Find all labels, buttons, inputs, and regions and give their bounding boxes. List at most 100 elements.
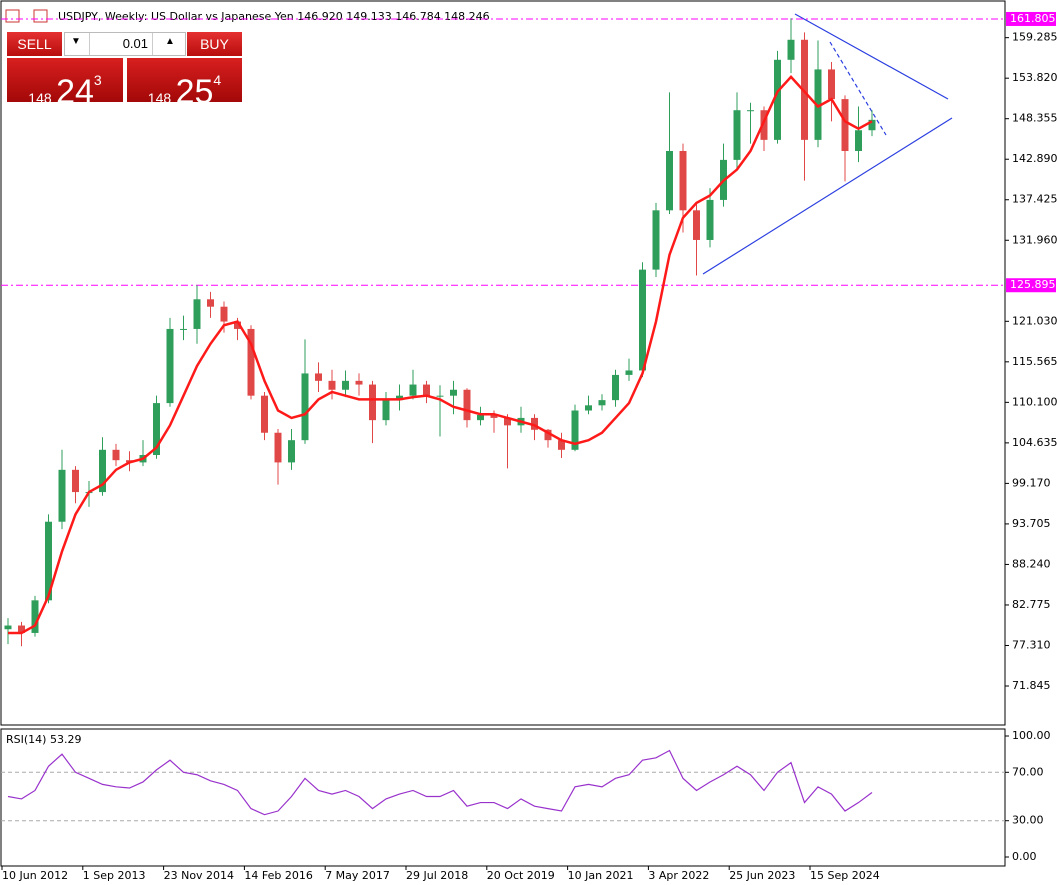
y-tick-label: 159.285	[1012, 31, 1057, 44]
candle-body	[868, 119, 876, 131]
candle-body	[4, 625, 12, 630]
level-label: 161.805	[1010, 12, 1056, 25]
rsi-title: RSI(14) 53.29	[6, 733, 81, 746]
x-tick-label: 1 Sep 2013	[83, 869, 146, 882]
buy-button[interactable]: BUY	[187, 32, 242, 56]
x-tick-label: 15 Sep 2024	[810, 869, 880, 882]
level-label: 125.895	[1010, 278, 1056, 291]
y-tick-label: 88.240	[1012, 557, 1051, 570]
candle-body	[193, 299, 201, 329]
y-tick-label: 71.845	[1012, 679, 1051, 692]
y-tick-label: 93.705	[1012, 517, 1051, 530]
candle-body	[301, 373, 309, 441]
x-tick-label: 25 Jun 2023	[729, 869, 795, 882]
candle-body	[288, 440, 295, 463]
bid-price[interactable]: 148 243	[7, 58, 123, 111]
candle-body	[207, 299, 214, 307]
candle-body	[693, 210, 700, 240]
level-label-bg	[1006, 11, 1056, 26]
candle-body	[72, 469, 79, 493]
chart-title: USDJPY, Weekly: US Dollar vs Japanese Ye…	[58, 10, 490, 23]
y-tick-label: 104.635	[1012, 436, 1057, 449]
lot-up[interactable]: ▲	[165, 36, 175, 47]
y-tick-label: 0.00	[1012, 850, 1037, 863]
candle-body	[652, 210, 660, 270]
header-icons	[5, 9, 48, 23]
candle-body	[544, 429, 552, 441]
candle-body	[342, 380, 349, 390]
candle-body	[841, 99, 849, 151]
y-tick-label: 30.00	[1012, 814, 1044, 827]
icon	[5, 9, 20, 23]
candle-body	[355, 380, 363, 385]
bid-big: 148	[28, 90, 52, 106]
candle-body	[706, 199, 714, 240]
candle-body	[274, 432, 282, 463]
candle-body	[166, 328, 174, 404]
candle-body	[31, 600, 39, 633]
bid-small: 3	[93, 72, 102, 88]
rsi-line	[7, 749, 873, 816]
lot-down[interactable]: ▼	[71, 36, 81, 47]
candle-body	[180, 328, 187, 330]
candle-body	[45, 521, 52, 601]
sell-button[interactable]: SELL	[7, 32, 62, 56]
main-panel-frame	[0, 0, 1006, 726]
candle-body	[828, 69, 835, 100]
candle-body	[612, 374, 619, 401]
candle-body	[477, 414, 484, 421]
lot-value[interactable]: 0.01	[89, 33, 153, 55]
candle-body	[112, 449, 120, 461]
candle-body	[787, 39, 795, 60]
candle-body	[369, 384, 376, 421]
candle-body	[234, 321, 241, 329]
y-tick-label: 137.425	[1012, 193, 1057, 206]
y-tick-label: 121.030	[1012, 314, 1057, 327]
bid-main: 24	[56, 73, 94, 111]
moving-average	[8, 74, 873, 635]
y-tick-label: 70.00	[1012, 765, 1044, 778]
ask-main: 25	[175, 73, 214, 111]
candle-body	[450, 389, 457, 396]
candle-body	[99, 449, 106, 493]
x-tick-label: 20 Oct 2019	[487, 869, 555, 882]
trendlines	[702, 13, 953, 275]
candle-body	[558, 440, 565, 450]
candle-body	[315, 373, 322, 381]
x-tick-label: 29 Jul 2018	[406, 869, 468, 882]
trendline	[702, 117, 953, 275]
candle-body	[423, 384, 430, 396]
lot-box[interactable]: ▼ 0.01 ▲	[64, 32, 186, 56]
x-tick-label: 3 Apr 2022	[648, 869, 709, 882]
candle-body	[774, 59, 781, 140]
candle-body	[531, 417, 538, 430]
candle-body	[436, 395, 444, 397]
x-tick-label: 10 Jan 2021	[568, 869, 634, 882]
candle-body	[585, 405, 592, 411]
y-tick-label: 77.310	[1012, 638, 1051, 651]
x-tick-label: 23 Nov 2014	[164, 869, 234, 882]
y-tick-label: 142.890	[1012, 152, 1057, 165]
candle-body	[396, 395, 403, 401]
candle-body	[18, 625, 25, 633]
ask-big: 148	[147, 90, 172, 106]
ask-price[interactable]: 148 254	[127, 58, 242, 111]
candle-body	[598, 400, 606, 406]
candle-body	[490, 414, 498, 418]
candle-body	[855, 130, 862, 151]
trendline	[794, 13, 949, 100]
candle-body	[733, 110, 741, 160]
candle-body	[666, 150, 673, 211]
candle-body	[463, 389, 471, 421]
icon	[33, 9, 48, 23]
candle-body	[760, 110, 768, 140]
candle-body	[747, 110, 754, 112]
candle-body	[153, 403, 160, 455]
candle-body	[504, 417, 511, 426]
y-tick-label: 115.565	[1012, 355, 1057, 368]
candle-body	[382, 400, 390, 421]
ask-small: 4	[213, 72, 222, 88]
candle-body	[625, 370, 633, 375]
